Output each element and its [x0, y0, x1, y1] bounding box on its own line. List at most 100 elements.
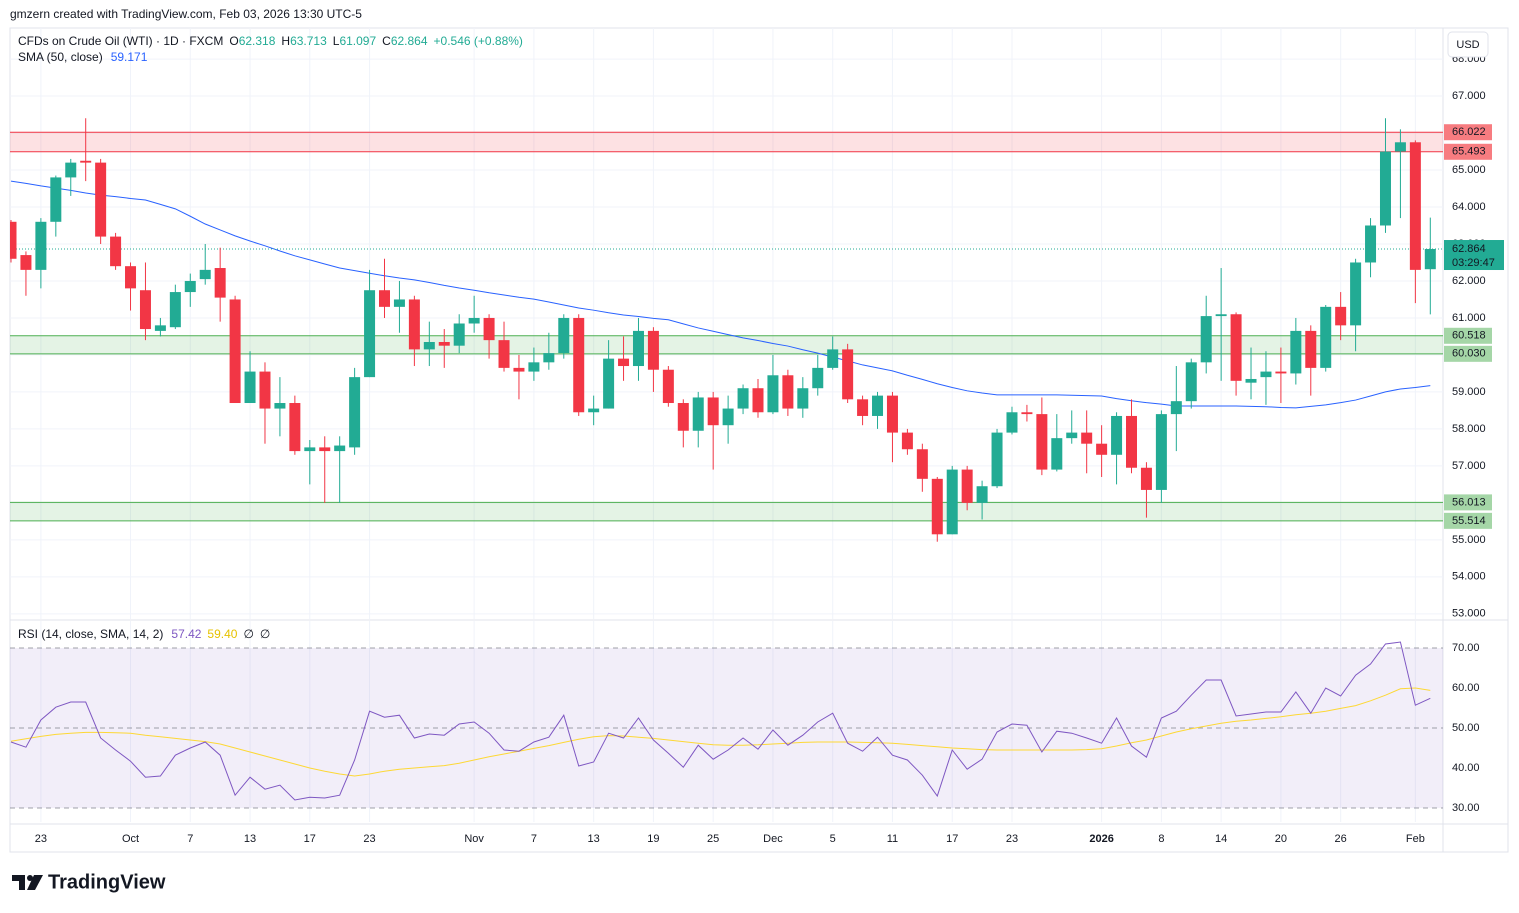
price-label-box	[1444, 143, 1492, 160]
rsi-line	[10, 687, 1431, 777]
candle-body	[1006, 412, 1018, 433]
x-tick-label: 26	[1335, 833, 1347, 845]
candle-body	[901, 432, 913, 450]
y-tick-label: 30.00	[1452, 802, 1480, 814]
candle-body	[483, 317, 495, 341]
y-tick-label: 54.000	[1452, 571, 1486, 583]
candle-body	[767, 375, 779, 413]
ohlc-key: H	[281, 34, 290, 48]
zone	[10, 502, 1443, 521]
price-label-box	[1444, 345, 1492, 362]
candle-body	[65, 162, 77, 178]
candle-body	[125, 266, 137, 289]
candle-body	[797, 388, 809, 409]
y-tick-label: 40.00	[1452, 762, 1480, 774]
price-label: 60.518	[1452, 330, 1486, 342]
last-price-box	[1444, 240, 1504, 271]
price-label: 65.493	[1452, 146, 1486, 158]
candle-body	[10, 221, 17, 259]
candle-body	[468, 317, 480, 324]
candle-body	[528, 362, 540, 372]
candle-body	[632, 330, 644, 367]
y-tick-label: 59.000	[1452, 386, 1486, 398]
candle-body	[1230, 314, 1242, 381]
candle-body	[453, 323, 465, 346]
candle-body	[513, 367, 525, 372]
candle-body	[1350, 262, 1362, 326]
candle-body	[304, 447, 316, 452]
candle-body	[886, 395, 898, 433]
candle-body	[1081, 432, 1093, 444]
candle-body	[603, 358, 615, 409]
candle-body	[1185, 362, 1197, 402]
x-tick-label: 13	[244, 833, 256, 845]
y-tick-label: 65.000	[1452, 164, 1486, 176]
currency[interactable]: USD	[1456, 39, 1479, 51]
candle-body	[244, 371, 256, 404]
candle-body	[618, 358, 630, 367]
candle-body	[408, 299, 420, 350]
candle-body	[1140, 467, 1152, 490]
candle-body	[1170, 401, 1182, 415]
candle-body	[1305, 330, 1317, 368]
candle-body	[737, 388, 749, 409]
price-label: 66.022	[1452, 126, 1486, 138]
candle-body	[1155, 414, 1167, 490]
candle-body	[364, 290, 376, 378]
y-tick-label: 62.000	[1452, 275, 1486, 287]
candle-body	[1245, 378, 1257, 383]
logo-mark	[27, 875, 33, 881]
ohlc-value: 62.318	[239, 34, 276, 48]
y-tick-label: 68.000	[1452, 53, 1486, 65]
sma-legend: SMA (50, close) 59.171	[18, 50, 148, 64]
candle-body	[1409, 142, 1421, 270]
y-tick-label: 67.000	[1452, 90, 1486, 102]
candle-body	[110, 236, 122, 267]
candle-body	[1066, 432, 1078, 439]
header: gmzern created with TradingView.com, Feb…	[10, 7, 362, 21]
candle-body	[393, 299, 405, 307]
candle-body	[289, 403, 301, 452]
candle-body	[1111, 415, 1123, 455]
candle-body	[991, 432, 1003, 487]
candle-body	[1394, 142, 1406, 152]
candle-body	[274, 403, 286, 409]
x-tick-label: Oct	[122, 833, 139, 845]
candle-body	[184, 280, 196, 293]
price-label: 56.013	[1452, 496, 1486, 508]
x-tick-label: 8	[1158, 833, 1164, 845]
candle-body	[961, 469, 973, 503]
candle-body	[229, 299, 241, 404]
candle-body	[1379, 151, 1391, 226]
countdown: 03:29:47	[1452, 257, 1495, 269]
candle-body	[259, 371, 271, 409]
candle-body	[722, 408, 734, 426]
x-tick-label: 17	[946, 833, 958, 845]
candle-body	[349, 377, 361, 448]
candle-body	[692, 397, 704, 431]
rsi-ma-value: 59.40	[207, 627, 237, 641]
ohlc-key: O	[229, 34, 238, 48]
candle-body	[573, 317, 585, 413]
candle-body	[812, 367, 824, 389]
x-tick-label: Dec	[763, 833, 783, 845]
y-tick-label: 60.00	[1452, 682, 1480, 694]
candle-body	[20, 255, 32, 270]
candle-body	[1424, 249, 1436, 270]
change: +0.546 (+0.88%)	[434, 34, 523, 48]
x-tick-label: 23	[35, 833, 47, 845]
y-tick-label: 57.000	[1452, 460, 1486, 472]
candle-body	[1021, 412, 1033, 415]
x-tick-label: 7	[187, 833, 193, 845]
x-tick-label: 19	[647, 833, 659, 845]
candle-body	[946, 469, 958, 535]
y-tick-label: 53.000	[1452, 608, 1486, 620]
candle-body	[842, 349, 854, 400]
currency-button[interactable]	[1447, 31, 1489, 58]
zone	[10, 335, 1443, 354]
rsi-value: 57.42	[171, 627, 201, 641]
candle-body	[588, 408, 600, 413]
candle-body	[169, 292, 181, 328]
